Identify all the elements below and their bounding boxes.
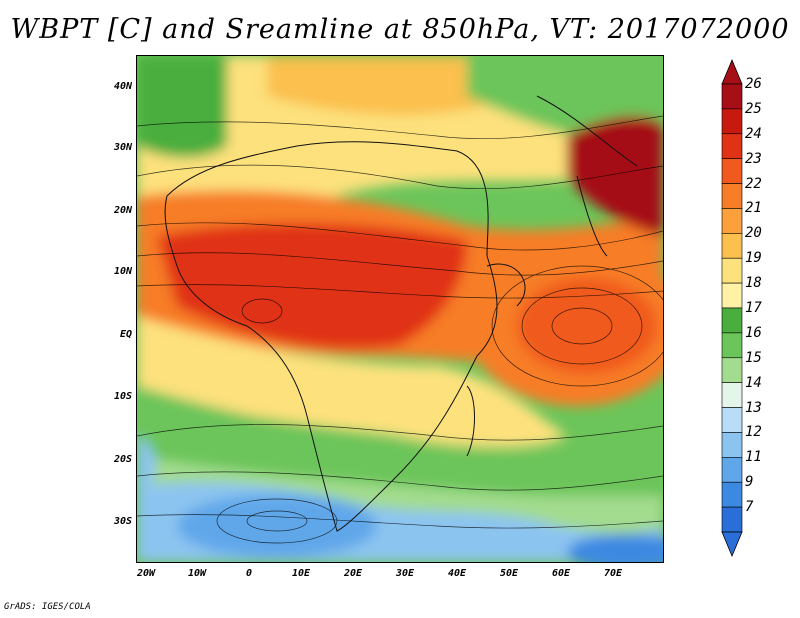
lon-label-10w: 10W (187, 568, 207, 579)
map-panel (136, 55, 687, 570)
colorbar-label: 24 (745, 125, 762, 142)
colorbar-label: 23 (745, 150, 762, 167)
colorbar-label: 13 (745, 399, 762, 416)
colorbar-swatch (721, 407, 743, 433)
colorbar-label: 16 (745, 324, 762, 341)
lat-label-20s: 20S (113, 454, 132, 465)
colorbar-swatch (721, 382, 743, 408)
colorbar-label: 26 (745, 76, 762, 92)
chart-title: WBPT [C] and Sreamline at 850hPa, VT: 20… (10, 14, 790, 45)
lon-label-70e: 70E (603, 568, 623, 579)
colorbar-label: 19 (745, 250, 762, 267)
lon-label-30e: 30E (395, 568, 415, 579)
colorbar-label: 20 (745, 225, 762, 242)
colorbar-label: 11 (745, 449, 762, 466)
lat-label-10n: 10N (113, 266, 132, 277)
footer-credit: GrADS: IGES/COLA (4, 602, 91, 612)
wbpt-streamline-map (136, 56, 687, 570)
colorbar-swatch (721, 357, 743, 383)
colorbar-label: 9 (745, 474, 754, 491)
colorbar-swatch (721, 233, 743, 259)
colorbar-label: 15 (745, 349, 762, 366)
lon-label-20w: 20W (136, 568, 156, 579)
colorbar-bottom-arrow (721, 531, 743, 558)
lon-label-60e: 60E (551, 568, 571, 579)
colorbar-swatch (721, 208, 743, 234)
lat-label-30s: 30S (113, 516, 132, 527)
coastlines (164, 95, 638, 532)
colorbar-swatch (721, 133, 743, 159)
colorbar-label: 18 (745, 275, 762, 292)
colorbar-swatch (721, 506, 743, 533)
lon-label-0: 0 (245, 568, 253, 579)
lat-label-eq: EQ (119, 329, 132, 340)
colorbar-swatch (721, 282, 743, 309)
lat-label-20n: 20N (113, 205, 132, 216)
lon-label-20e: 20E (343, 568, 363, 579)
colorbar-label: 21 (745, 200, 762, 217)
colorbar-swatch (721, 457, 743, 483)
lat-label-10s: 10S (113, 391, 132, 402)
lat-label-30n: 30N (113, 142, 132, 153)
lon-label-50e: 50E (499, 568, 519, 579)
colorbar-swatch (721, 307, 743, 334)
colorbar-swatch (721, 432, 743, 458)
colorbar-label: 12 (745, 424, 762, 441)
colorbar-swatch (721, 158, 743, 184)
colorbar-label: 25 (745, 100, 762, 117)
wbpt-field (137, 56, 687, 570)
colorbar-swatch (721, 257, 743, 284)
colorbar-label: 22 (745, 175, 762, 192)
colorbar (721, 58, 743, 558)
colorbar-swatch (721, 108, 743, 135)
colorbar-swatch (721, 83, 743, 110)
colorbar-label: 14 (745, 374, 762, 391)
colorbar-label: 7 (745, 499, 754, 516)
lon-label-10e: 10E (291, 568, 311, 579)
lon-label-40e: 40E (447, 568, 467, 579)
colorbar-top-arrow (721, 58, 743, 85)
colorbar-swatch (721, 332, 743, 359)
colorbar-label: 17 (745, 300, 762, 316)
streamlines (136, 115, 673, 544)
colorbar-swatch (721, 183, 743, 209)
colorbar-swatch (721, 481, 743, 508)
lat-label-40n: 40N (113, 81, 132, 92)
